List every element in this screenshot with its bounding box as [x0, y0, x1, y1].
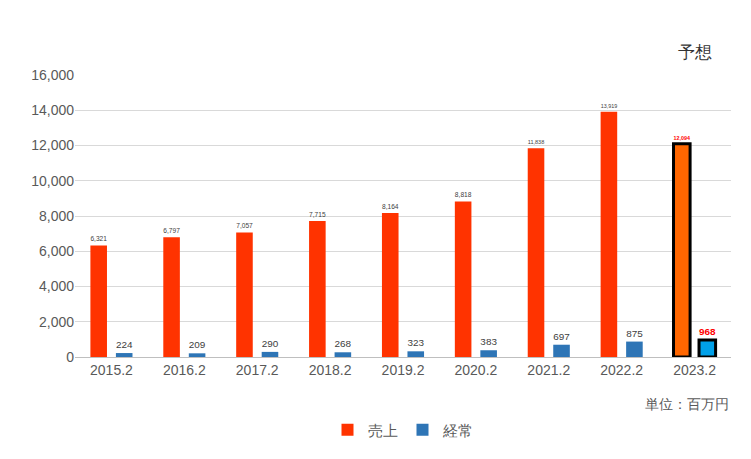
svg-text:売上: 売上	[368, 422, 398, 439]
svg-text:経常: 経常	[442, 422, 473, 439]
svg-text:8,818: 8,818	[455, 191, 472, 198]
svg-text:11,838: 11,838	[528, 139, 545, 145]
svg-text:2,000: 2,000	[39, 314, 74, 330]
svg-text:予想: 予想	[678, 43, 712, 62]
svg-text:2021.2: 2021.2	[527, 362, 570, 378]
svg-text:16,000: 16,000	[31, 67, 74, 83]
svg-text:6,321: 6,321	[90, 235, 107, 242]
svg-text:0: 0	[66, 349, 74, 365]
svg-text:7,715: 7,715	[309, 211, 326, 218]
svg-text:4,000: 4,000	[39, 278, 74, 294]
svg-text:2023.2: 2023.2	[673, 362, 716, 378]
svg-text:2018.2: 2018.2	[309, 362, 352, 378]
svg-text:2015.2: 2015.2	[90, 362, 133, 378]
svg-text:6,797: 6,797	[163, 227, 180, 234]
svg-text:2020.2: 2020.2	[454, 362, 497, 378]
svg-text:968: 968	[699, 326, 716, 337]
svg-text:2017.2: 2017.2	[236, 362, 279, 378]
svg-text:7,057: 7,057	[236, 222, 253, 229]
svg-text:268: 268	[335, 338, 352, 349]
svg-text:10,000: 10,000	[31, 173, 74, 189]
svg-text:8,000: 8,000	[39, 208, 74, 224]
svg-text:2016.2: 2016.2	[163, 362, 206, 378]
svg-text:6,000: 6,000	[39, 243, 74, 259]
svg-text:875: 875	[626, 328, 643, 339]
svg-text:224: 224	[116, 339, 133, 350]
svg-text:2019.2: 2019.2	[382, 362, 425, 378]
svg-text:290: 290	[262, 338, 279, 349]
svg-text:383: 383	[480, 336, 497, 347]
svg-text:12,094: 12,094	[674, 135, 690, 141]
svg-text:697: 697	[553, 331, 570, 342]
svg-text:12,000: 12,000	[31, 137, 74, 153]
svg-text:13,919: 13,919	[601, 103, 618, 109]
svg-text:8,164: 8,164	[382, 203, 399, 210]
svg-text:単位：百万円: 単位：百万円	[645, 396, 729, 412]
svg-text:2022.2: 2022.2	[600, 362, 643, 378]
svg-text:323: 323	[407, 337, 424, 348]
svg-text:209: 209	[189, 339, 206, 350]
svg-text:14,000: 14,000	[31, 102, 74, 118]
